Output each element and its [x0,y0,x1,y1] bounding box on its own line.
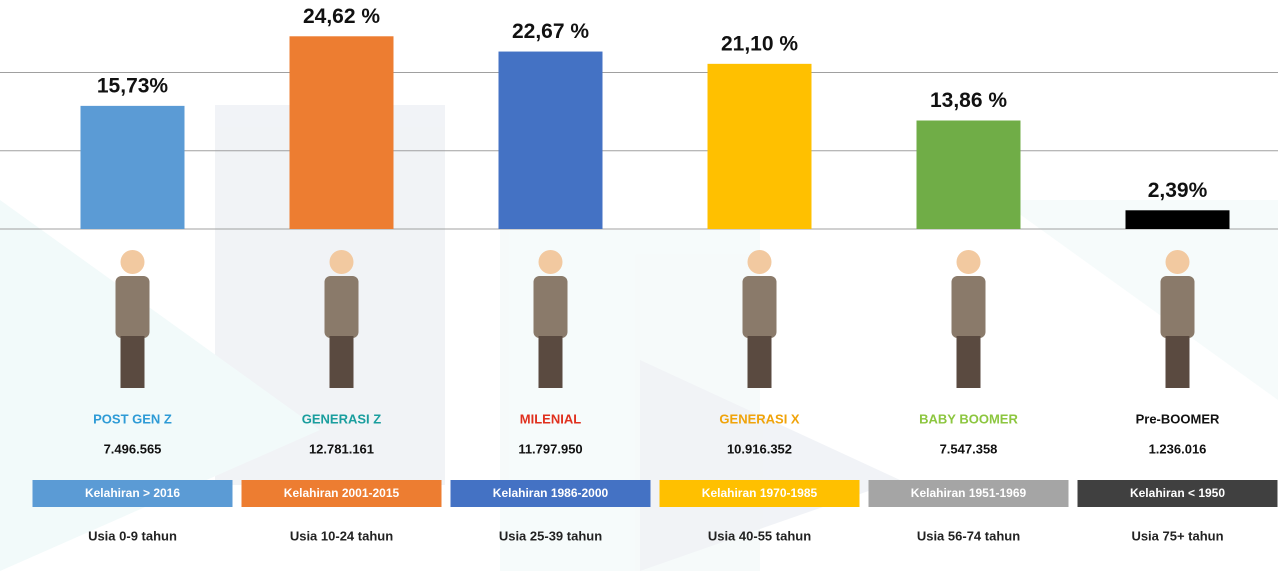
population-label: 1.236.016 [1149,441,1207,456]
bar [917,121,1021,229]
figure-head [1166,250,1190,274]
bg-shape [1000,200,1278,400]
birth-label: Kelahiran > 2016 [85,486,180,500]
population-label: 7.547.358 [940,441,998,456]
figure-legs [121,336,145,388]
figure-body [1161,276,1195,338]
value-label: 2,39% [1148,179,1208,202]
age-label: Usia 25-39 tahun [499,528,602,543]
age-label: Usia 56-74 tahun [917,528,1020,543]
birth-label: Kelahiran 1951-1969 [911,486,1027,500]
figure-body [952,276,986,338]
birth-label: Kelahiran 1970-1985 [702,486,818,500]
birth-label: Kelahiran 1986-2000 [493,486,609,500]
age-label: Usia 75+ tahun [1131,528,1223,543]
page: 15,73% POST GEN Z 7.496.565 Kelahiran > 201… [0,0,1278,571]
bar [499,52,603,229]
value-label: 13,86 % [930,89,1007,112]
population-label: 12.781.161 [309,441,374,456]
figure-body [325,276,359,338]
figure-head [957,250,981,274]
generation-label: MILENIAL [520,411,581,426]
generation-label: BABY BOOMER [919,411,1018,426]
bar [81,106,185,229]
value-label: 21,10 % [721,32,798,55]
generation-label: GENERASI X [719,411,800,426]
value-label: 22,67 % [512,20,589,43]
figure-legs [539,336,563,388]
figure-head [539,250,563,274]
population-label: 11.797.950 [518,441,582,456]
population-label: 7.496.565 [104,441,162,456]
generation-label: POST GEN Z [93,411,172,426]
chart: 15,73% POST GEN Z 7.496.565 Kelahiran > 201… [0,0,1278,571]
bar [290,36,394,229]
generation-label: GENERASI Z [302,411,382,426]
figure-head [748,250,772,274]
value-label: 24,62 % [303,5,380,28]
figure-body [116,276,150,338]
birth-label: Kelahiran 2001-2015 [284,486,400,500]
birth-label: Kelahiran < 1950 [1130,486,1225,500]
age-label: Usia 0-9 tahun [88,528,177,543]
generation-label: Pre-BOOMER [1136,411,1220,426]
age-label: Usia 40-55 tahun [708,528,811,543]
figure-legs [748,336,772,388]
bar [1126,210,1230,229]
figure-body [534,276,568,338]
population-label: 10.916.352 [727,441,792,456]
figure-legs [1166,336,1190,388]
age-label: Usia 10-24 tahun [290,528,393,543]
bar [708,64,812,229]
value-label: 15,73% [97,74,169,97]
figure-head [330,250,354,274]
figure-legs [957,336,981,388]
figure-body [743,276,777,338]
figure-legs [330,336,354,388]
figure-head [121,250,145,274]
